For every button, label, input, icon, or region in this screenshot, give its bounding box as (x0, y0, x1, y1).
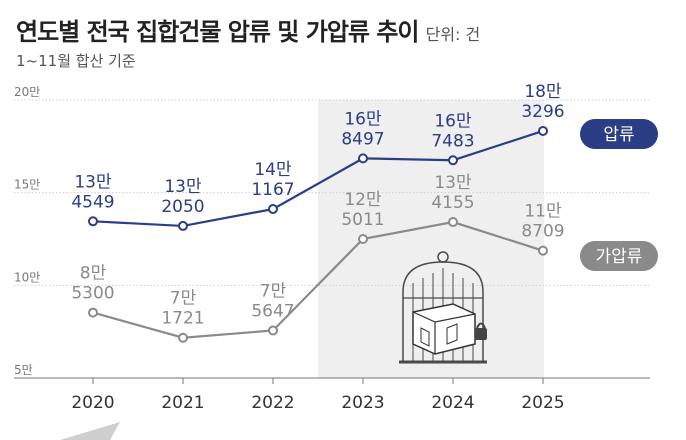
padlock-icon (475, 328, 487, 340)
cage-hook (437, 251, 449, 263)
x-tick-label: 2020 (71, 393, 114, 413)
y-tick-label: 20만 (14, 85, 40, 99)
provisional-label-bottom: 5647 (251, 301, 294, 321)
legend-seizure-pill (580, 119, 658, 149)
series-lines (88, 125, 548, 343)
provisional-label-top: 13만 (434, 173, 472, 193)
x-axis-ticks: 2020 2021 2022 2023 2024 2025 (71, 378, 565, 413)
chart-subtitle: 1~11월 합산 기준 (16, 52, 136, 70)
bottom-decoration (60, 422, 120, 440)
bottom-wedge (60, 422, 120, 440)
provisional-point (448, 217, 458, 228)
x-tick-label: 2022 (251, 393, 294, 413)
seizure-line (92, 129, 544, 228)
seizure-label-bottom: 3296 (521, 102, 564, 122)
seizure-label-top: 18만 (524, 82, 562, 102)
provisional-label-bottom: 1721 (161, 309, 204, 329)
seizure-point (178, 220, 188, 231)
seizure-label-top: 14만 (254, 160, 292, 180)
legend-provisional-pill (580, 241, 658, 271)
seizure-label-bottom: 1167 (251, 180, 294, 200)
provisional-label-bottom: 5300 (71, 284, 114, 304)
seizure-label-bottom: 4549 (71, 192, 114, 212)
seizure-label-top: 13만 (74, 172, 112, 192)
gridlines (14, 99, 650, 379)
provisional-point (178, 332, 188, 343)
seizure-label-bottom: 2050 (161, 197, 204, 217)
seizure-label-top: 16만 (344, 109, 382, 129)
building-edges (412, 311, 476, 354)
provisional-point (538, 245, 548, 256)
x-tick-label: 2024 (431, 393, 474, 413)
seizure-point (538, 125, 548, 136)
y-axis-ticks: 20만 15만 10만 5만 (14, 85, 40, 377)
provisional-label-top: 11만 (524, 202, 562, 222)
seizure-point (268, 204, 278, 215)
x-tick-label: 2023 (341, 393, 384, 413)
seizure-label-bottom: 8497 (341, 129, 384, 149)
y-tick-label: 10만 (14, 270, 40, 284)
building-windows (420, 323, 458, 347)
x-tick-label: 2025 (521, 393, 564, 413)
provisional-label-bottom: 4155 (431, 193, 474, 213)
legend-provisional-label: 가압류 (596, 247, 643, 267)
seizure-point (448, 155, 458, 166)
unit-label: 단위: 건 (425, 25, 481, 44)
provisional-line (92, 220, 544, 339)
seizure-point (358, 153, 368, 164)
provisional-label-top: 7만 (170, 289, 197, 309)
x-tick-label: 2021 (161, 393, 204, 413)
padlock-shackle (476, 322, 486, 329)
provisional-label-top: 12만 (344, 190, 382, 210)
provisional-label-top: 7만 (260, 281, 287, 301)
seizure-label-top: 13만 (164, 177, 202, 197)
data-labels: 13만454913만205014만116716만849716만748318만32… (71, 82, 564, 329)
birdcage-illustration (399, 251, 487, 364)
provisional-point (268, 325, 278, 336)
provisional-label-bottom: 5011 (341, 210, 384, 230)
provisional-point (88, 307, 98, 318)
seizure-label-bottom: 7483 (431, 131, 474, 151)
provisional-label-top: 8만 (80, 264, 107, 284)
y-tick-label: 5만 (14, 363, 33, 377)
y-tick-label: 15만 (14, 178, 40, 192)
provisional-label-bottom: 8709 (521, 222, 564, 242)
provisional-point (358, 233, 368, 244)
legend-seizure-label: 압류 (603, 125, 634, 145)
title-row: 연도별 전국 집합건물 압류 및 가압류 추이 단위: 건 (16, 12, 480, 47)
chart-title: 연도별 전국 집합건물 압류 및 가압류 추이 (16, 18, 419, 46)
seizure-point (88, 216, 98, 227)
seizure-label-top: 16만 (434, 111, 472, 131)
